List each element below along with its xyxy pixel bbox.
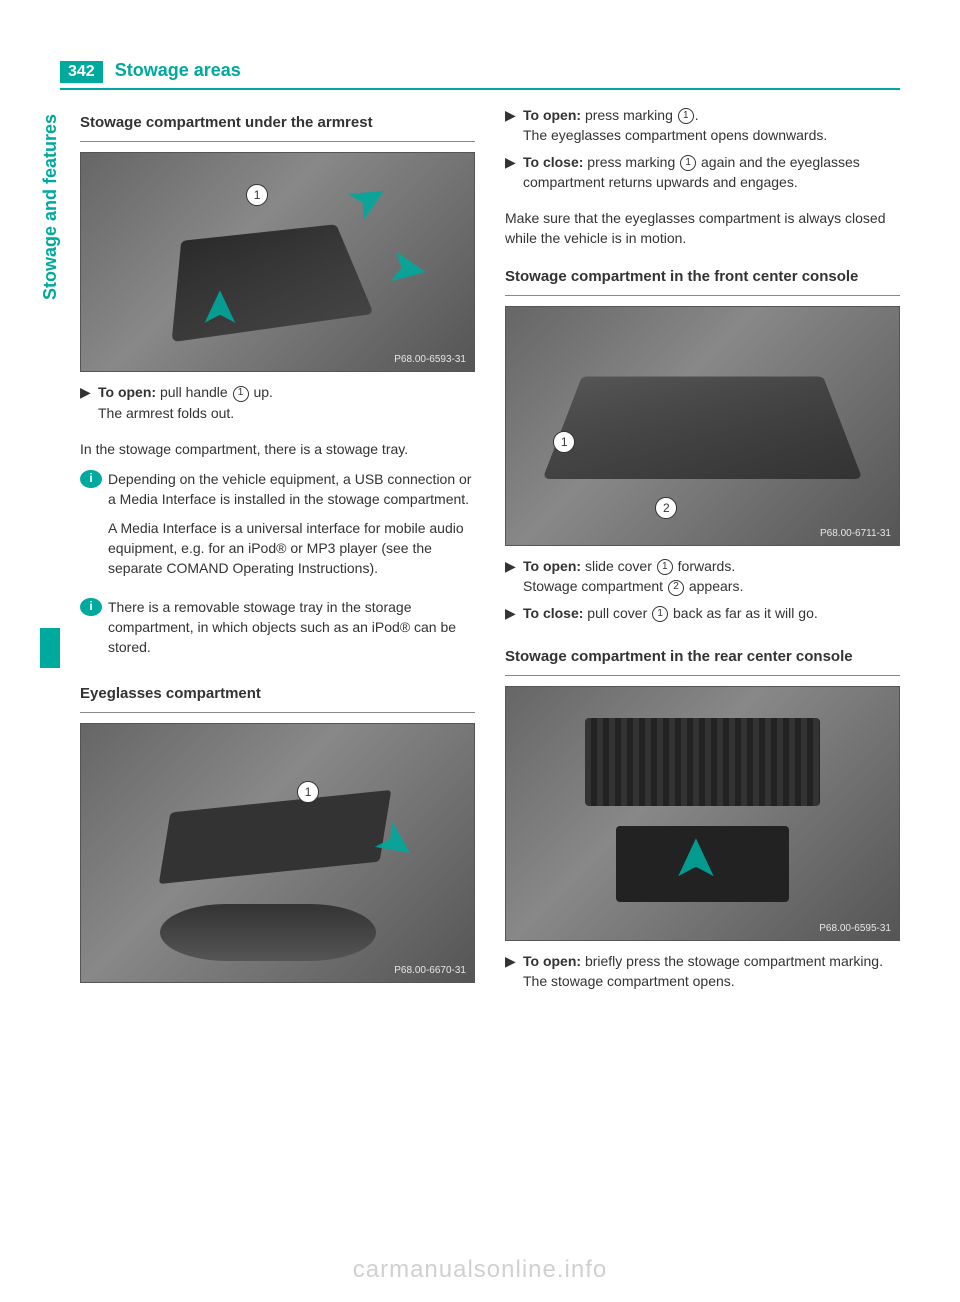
info-icon: i (80, 470, 102, 488)
arrow-icon: ➤ (191, 288, 247, 328)
step-prefix: To open: (523, 558, 581, 574)
step-marker-icon: ▶ (505, 603, 523, 623)
figure-label: P68.00-6593-31 (394, 354, 466, 365)
section-rule (505, 675, 900, 676)
section-rule (80, 141, 475, 142)
note-body: There is a removable stowage tray in the… (108, 597, 475, 666)
section-rule (80, 712, 475, 713)
instruction-step: ▶ To close: press marking 1 again and th… (505, 152, 900, 193)
step-marker-icon: ▶ (505, 105, 523, 125)
side-tab-block (40, 628, 60, 668)
ref-circle: 1 (233, 386, 249, 402)
section-title-armrest: Stowage compartment under the armrest (80, 113, 475, 133)
figure-armrest: 1 ➤ ➤ ➤ P68.00-6593-31 (80, 152, 475, 372)
note-paragraph: Depending on the vehicle equipment, a US… (108, 469, 475, 510)
callout-1: 1 (553, 431, 575, 453)
step-text: forwards. (674, 558, 735, 574)
step-result-text: appears. (685, 578, 743, 594)
footer-watermark: carmanualsonline.info (0, 1256, 960, 1284)
callout-1: 1 (297, 781, 319, 803)
step-list: ▶ To open: briefly press the stowage com… (505, 951, 900, 998)
left-column: Stowage compartment under the armrest 1 … (80, 105, 475, 1222)
step-text: up. (250, 384, 273, 400)
step-body: To open: briefly press the stowage compa… (523, 951, 900, 992)
figure-rear-console: ➤ P68.00-6595-31 (505, 686, 900, 941)
step-prefix: To open: (523, 953, 581, 969)
step-result: The armrest folds out. (98, 403, 475, 423)
arrow-icon: ➤ (662, 836, 728, 883)
header-title: Stowage areas (115, 60, 241, 81)
mirror-illustration (160, 904, 376, 961)
callout-1: 1 (246, 184, 268, 206)
note-paragraph: There is a removable stowage tray in the… (108, 597, 475, 658)
step-body: To close: pull cover 1 back as far as it… (523, 603, 900, 623)
paragraph: In the stowage compartment, there is a s… (80, 439, 475, 459)
step-text: press marking (581, 107, 677, 123)
section-title-eyeglasses: Eyeglasses compartment (80, 684, 475, 704)
step-body: To open: pull handle 1 up. The armrest f… (98, 382, 475, 423)
step-marker-icon: ▶ (80, 382, 98, 402)
page-header: 342 Stowage areas (60, 60, 900, 90)
step-text: briefly press the stowage compartment ma… (581, 953, 883, 969)
paragraph: Make sure that the eyeglasses compartmen… (505, 208, 900, 249)
ref-circle: 1 (680, 155, 696, 171)
step-list: ▶ To open: pull handle 1 up. The armrest… (80, 382, 475, 429)
instruction-step: ▶ To open: slide cover 1 forwards. Stowa… (505, 556, 900, 597)
step-list: ▶ To open: press marking 1. The eyeglass… (505, 105, 900, 198)
step-marker-icon: ▶ (505, 951, 523, 971)
info-note: i Depending on the vehicle equipment, a … (80, 469, 475, 586)
step-result: The eyeglasses compartment opens downwar… (523, 125, 900, 145)
step-prefix: To close: (523, 154, 583, 170)
step-body: To open: press marking 1. The eyeglasses… (523, 105, 900, 146)
instruction-step: ▶ To open: press marking 1. The eyeglass… (505, 105, 900, 146)
section-title-rear-console: Stowage compartment in the rear center c… (505, 647, 900, 667)
step-result-text: Stowage compartment (523, 578, 667, 594)
step-list: ▶ To open: slide cover 1 forwards. Stowa… (505, 556, 900, 629)
note-paragraph: A Media Interface is a universal interfa… (108, 518, 475, 579)
figure-label: P68.00-6595-31 (819, 923, 891, 934)
instruction-step: ▶ To close: pull cover 1 back as far as … (505, 603, 900, 623)
figure-label: P68.00-6670-31 (394, 965, 466, 976)
ref-circle: 1 (652, 606, 668, 622)
step-text: . (695, 107, 699, 123)
info-note: i There is a removable stowage tray in t… (80, 597, 475, 666)
instruction-step: ▶ To open: briefly press the stowage com… (505, 951, 900, 992)
figure-front-console: 1 2 P68.00-6711-31 (505, 306, 900, 546)
step-body: To open: slide cover 1 forwards. Stowage… (523, 556, 900, 597)
arrow-icon: ➤ (383, 237, 432, 299)
step-text: pull cover (583, 605, 651, 621)
ref-circle: 2 (668, 580, 684, 596)
step-text: slide cover (581, 558, 656, 574)
eyeglasses-illustration (159, 790, 392, 884)
ref-circle: 1 (678, 108, 694, 124)
step-marker-icon: ▶ (505, 556, 523, 576)
step-prefix: To close: (523, 605, 583, 621)
step-text: pull handle (156, 384, 232, 400)
arrow-icon: ➤ (337, 164, 400, 233)
step-result: Stowage compartment 2 appears. (523, 576, 900, 596)
step-prefix: To open: (523, 107, 581, 123)
step-result: The stowage compartment opens. (523, 971, 900, 991)
rear-grille-illustration (585, 718, 821, 807)
right-column: ▶ To open: press marking 1. The eyeglass… (505, 105, 900, 1222)
callout-2: 2 (655, 497, 677, 519)
page-number: 342 (60, 61, 103, 83)
content-columns: Stowage compartment under the armrest 1 … (80, 105, 900, 1222)
ref-circle: 1 (657, 559, 673, 575)
step-prefix: To open: (98, 384, 156, 400)
section-title-front-console: Stowage compartment in the front center … (505, 267, 900, 287)
step-marker-icon: ▶ (505, 152, 523, 172)
note-body: Depending on the vehicle equipment, a US… (108, 469, 475, 586)
section-rule (505, 295, 900, 296)
step-body: To close: press marking 1 again and the … (523, 152, 900, 193)
step-text: back as far as it will go. (669, 605, 818, 621)
instruction-step: ▶ To open: pull handle 1 up. The armrest… (80, 382, 475, 423)
info-icon: i (80, 598, 102, 616)
figure-label: P68.00-6711-31 (820, 528, 891, 539)
step-text: press marking (583, 154, 679, 170)
console-illustration (543, 376, 863, 478)
figure-eyeglasses: 1 ➤ P68.00-6670-31 (80, 723, 475, 983)
side-tab-label: Stowage and features (40, 114, 61, 300)
manual-page: 342 Stowage areas Stowage and features S… (0, 0, 960, 1302)
